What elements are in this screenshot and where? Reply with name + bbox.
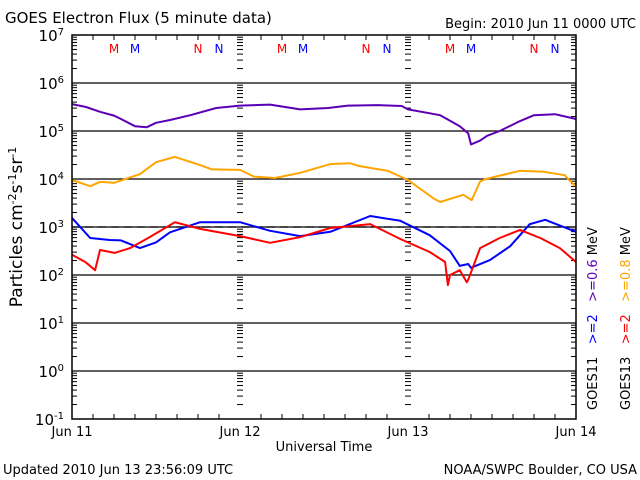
plot-frame [71,34,577,420]
x-tick-label: Jun 12 [219,425,261,440]
y-tick-label: 105 [39,123,64,141]
y-tick-label: 103 [39,219,64,237]
series-group [71,103,577,287]
y-tick-label: 106 [39,75,64,93]
local-time-marker: M [130,42,140,56]
local-time-marker: M [445,42,455,56]
x-tick-label: Jun 14 [555,425,597,440]
local-time-marker: N [383,42,392,56]
source-credit: NOAA/SWPC Boulder, CO USA [444,463,637,478]
local-time-marker: M [466,42,476,56]
series-line-goes13-2-mev [71,221,577,287]
legend-entry-goes11: GOES11 >=2 >=0.6 MeV [586,227,601,410]
minor-ticks [72,36,576,406]
local-time-marker: M [298,42,308,56]
y-tick-labels: 107 106 105 104 103 102 101 100 10-1 [35,27,64,429]
y-tick-label: 104 [39,171,64,189]
series-line-goes11-2-mev [71,215,577,269]
local-time-marker: M [109,42,119,56]
legend-entry-goes13: GOES13 >=2 >=0.8 MeV [619,227,634,410]
local-time-marker: N [362,42,371,56]
local-time-marker: N [530,42,539,56]
chart-title: GOES Electron Flux (5 minute data) [5,9,272,27]
x-tick-labels: Jun 11 Jun 12 Jun 13 Jun 14 [51,425,597,440]
y-tick-label: 101 [39,315,64,333]
day-tick-marks [92,35,556,419]
y-tick-label: 102 [39,267,64,285]
series-line-goes11-0-6-mev [71,103,577,146]
local-time-marker: M [277,42,287,56]
y-tick-label: 100 [39,363,64,381]
y-tick-label: 107 [39,27,64,45]
y-tick-label: 10-1 [35,411,64,429]
updated-timestamp: Updated 2010 Jun 13 23:56:09 UTC [3,463,233,478]
local-time-marker: N [551,42,560,56]
y-axis-label: Particles cm-2s-1sr-1 [6,147,28,308]
begin-label: Begin: 2010 Jun 11 0000 UTC [445,17,636,32]
series-line-goes13-0-8-mev [71,155,577,203]
x-axis-label: Universal Time [276,440,373,455]
local-time-marker: N [194,42,203,56]
x-tick-label: Jun 11 [51,425,93,440]
x-tick-label: Jun 13 [387,425,429,440]
local-time-marker: N [215,42,224,56]
legend: GOES11 >=2 >=0.6 MeV GOES13 >=2 >=0.8 MeV [586,227,634,410]
